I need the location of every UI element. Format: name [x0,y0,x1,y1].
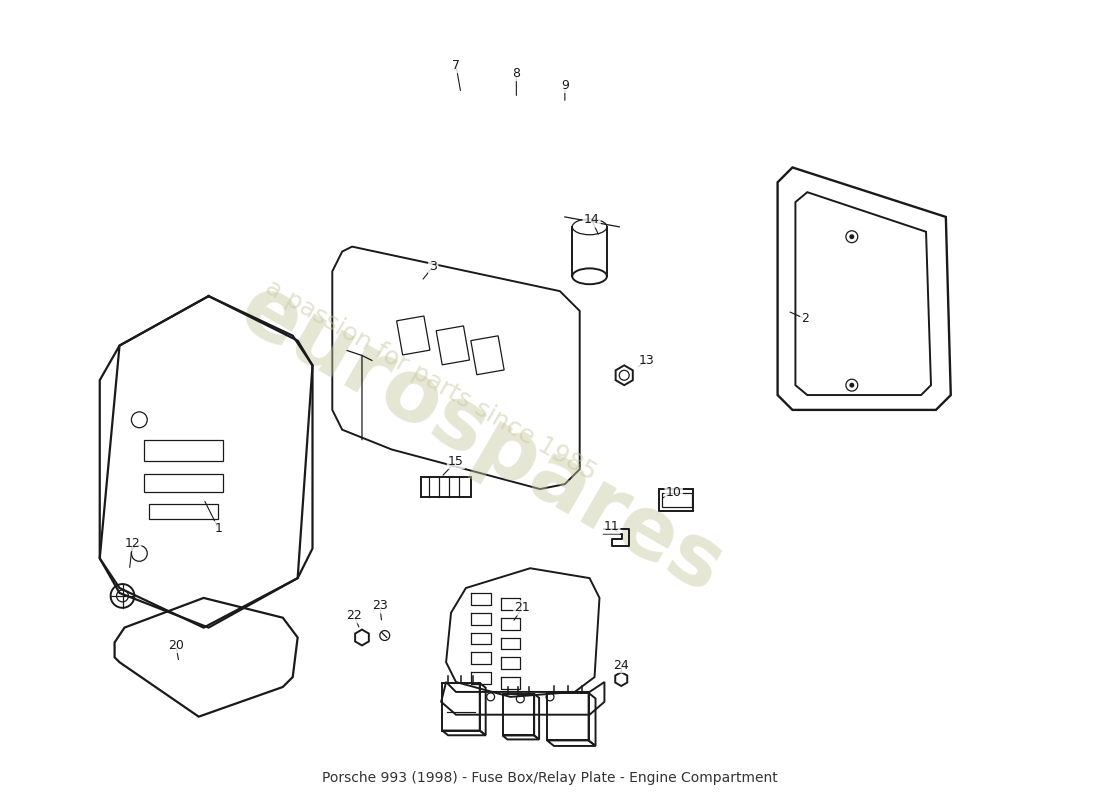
Text: 10: 10 [666,486,682,498]
Text: 13: 13 [639,354,654,367]
Text: 21: 21 [515,602,530,614]
Text: 1: 1 [214,522,222,535]
Bar [659,489,693,511]
Bar [471,336,504,374]
Text: 3: 3 [429,260,437,273]
Circle shape [849,234,855,239]
Text: 11: 11 [604,520,619,533]
Text: 24: 24 [614,658,629,672]
Text: 20: 20 [168,639,184,652]
Bar [144,439,223,462]
Text: Porsche 993 (1998) - Fuse Box/Relay Plate - Engine Compartment: Porsche 993 (1998) - Fuse Box/Relay Plat… [322,771,778,785]
Text: 15: 15 [448,455,464,468]
Text: 12: 12 [124,537,141,550]
Text: 23: 23 [372,599,387,612]
Text: 9: 9 [561,79,569,92]
Text: 22: 22 [346,610,362,622]
Text: 2: 2 [802,312,810,326]
Text: a passion for parts since 1985: a passion for parts since 1985 [262,275,601,485]
Bar [144,474,223,492]
Bar [150,504,219,518]
Text: eurospares: eurospares [224,267,737,612]
Bar [437,326,470,365]
Text: 7: 7 [452,59,460,72]
Circle shape [849,382,855,388]
Text: 8: 8 [513,67,520,80]
Bar [421,477,471,497]
Text: 14: 14 [584,214,600,226]
Bar [397,316,430,355]
Bar [662,493,692,507]
